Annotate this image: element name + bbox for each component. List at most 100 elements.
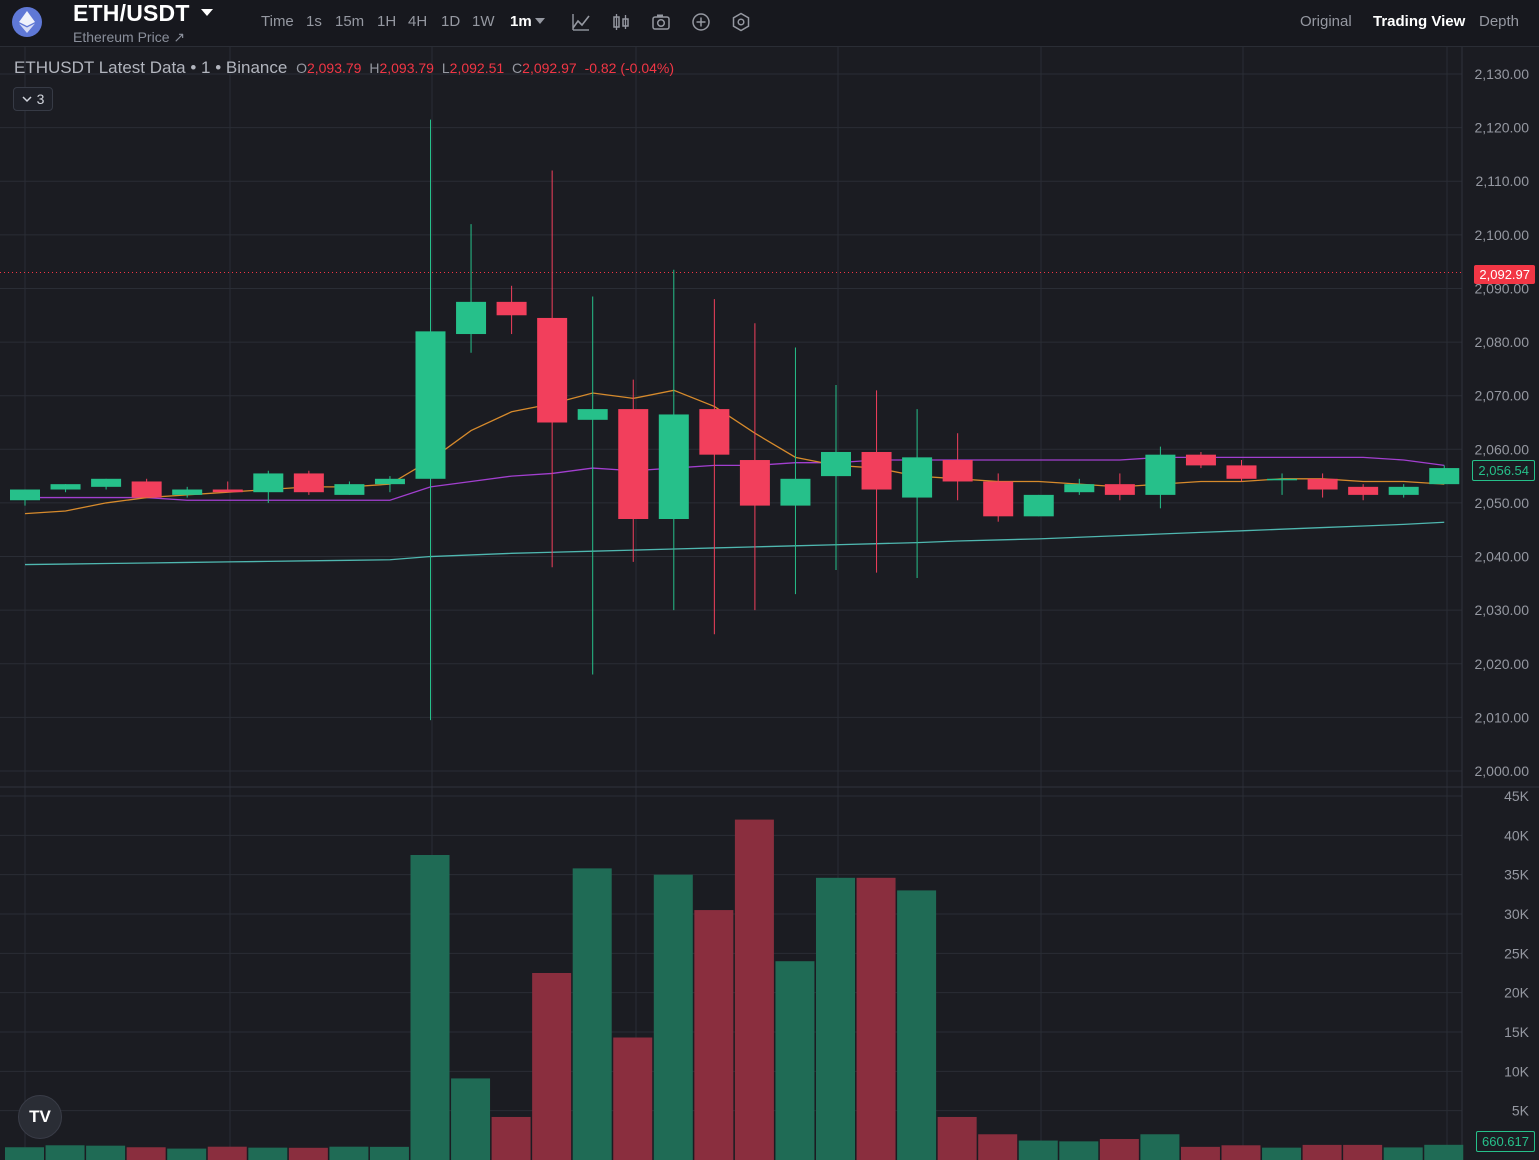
volume-bar <box>775 961 815 1160</box>
indicators-count: 3 <box>36 91 45 107</box>
candle-body <box>1185 454 1216 466</box>
price-axis-label: 2,110.00 <box>1476 173 1530 189</box>
timeframe-1h[interactable]: 1H <box>377 13 397 30</box>
chevron-down-icon <box>22 95 32 102</box>
candle-body <box>1348 486 1379 495</box>
volume-bar <box>86 1145 126 1160</box>
timeframe-dropdown-icon[interactable] <box>535 17 545 25</box>
volume-bar <box>572 868 612 1160</box>
volume-axis-label: 15K <box>1504 1024 1530 1040</box>
volume-axis-label: 40K <box>1504 827 1530 843</box>
volume-bar <box>1018 1140 1058 1160</box>
candle-body <box>496 301 527 316</box>
timeframe-1m[interactable]: 1m <box>510 13 532 30</box>
price-axis-label: 2,050.00 <box>1475 495 1530 511</box>
price-axis-label: 2,090.00 <box>1475 280 1530 296</box>
candle-body <box>1388 486 1419 495</box>
volume-axis-label: 5K <box>1512 1103 1530 1119</box>
price-axis-label: 2,100.00 <box>1475 227 1530 243</box>
price-axis-label: 2,070.00 <box>1475 388 1530 404</box>
timeframe-4h[interactable]: 4H <box>408 13 428 30</box>
volume-bar <box>45 1145 85 1160</box>
price-axis-label: 2,020.00 <box>1475 656 1530 672</box>
timeframe-1w[interactable]: 1W <box>472 13 495 30</box>
volume-bar <box>1383 1147 1423 1160</box>
top-bar: ETH/USDT Ethereum Price ↗ Time 1s 15m 1H… <box>0 0 1539 47</box>
candle-body <box>739 460 770 506</box>
volume-bar <box>1424 1144 1464 1160</box>
candle-body <box>293 473 324 493</box>
price-chart[interactable]: 2,130.00 2,120.00 2,110.00 2,100.00 2,090.00… <box>0 47 1539 1160</box>
candle-body <box>658 414 689 520</box>
candle-type-icon[interactable] <box>610 11 632 33</box>
camera-icon[interactable] <box>650 11 672 33</box>
candle-body <box>1104 484 1135 495</box>
volume-bar <box>329 1146 369 1160</box>
volume-axis-label: 10K <box>1504 1063 1530 1079</box>
tradingview-logo-icon[interactable]: TV <box>18 1095 62 1139</box>
price-axis-label: 2,130.00 <box>1475 66 1530 82</box>
legend-close: 2,092.97 <box>522 60 577 76</box>
volume-tag: 660.617 <box>1476 1131 1535 1152</box>
candle-body <box>415 331 446 479</box>
legend-title: ETHUSDT Latest Data • 1 • Binance <box>14 58 288 77</box>
volume-bar <box>1262 1147 1302 1160</box>
candle-body <box>253 473 284 493</box>
volume-bar <box>734 819 774 1160</box>
caret-down-icon[interactable] <box>201 9 213 16</box>
add-icon[interactable] <box>690 11 712 33</box>
candle-body <box>10 489 40 501</box>
pair-selector[interactable]: ETH/USDT <box>73 0 190 26</box>
price-axis-label: 2,030.00 <box>1475 602 1530 618</box>
volume-bar <box>1059 1141 1099 1160</box>
settings-icon[interactable] <box>730 11 752 33</box>
volume-bar <box>1140 1134 1180 1160</box>
chart-legend: ETHUSDT Latest Data • 1 • Binance O2,093… <box>14 58 674 78</box>
ma-price-tag: 2,056.54 <box>1472 460 1535 481</box>
candle-body <box>334 484 365 495</box>
view-tab-depth[interactable]: Depth <box>1479 13 1520 30</box>
candle-body <box>821 451 851 477</box>
volume-axis-label: 25K <box>1504 945 1530 961</box>
timeframe-time[interactable]: Time <box>261 13 294 30</box>
view-tab-original[interactable]: Original <box>1300 13 1352 30</box>
legend-high: 2,093.79 <box>379 60 434 76</box>
volume-bar <box>613 1037 653 1160</box>
volume-bar <box>126 1147 166 1160</box>
volume-axis-label: 35K <box>1504 867 1530 883</box>
candle-body <box>1267 478 1298 481</box>
timeframe-1s[interactable]: 1s <box>306 13 322 30</box>
indicators-toggle-button[interactable]: 3 <box>13 87 53 111</box>
volume-bar <box>532 973 572 1160</box>
candle-body <box>1145 454 1176 495</box>
view-tab-trading-view[interactable]: Trading View <box>1373 13 1466 30</box>
candle-body <box>1307 478 1338 490</box>
price-axis-label: 2,080.00 <box>1475 334 1530 350</box>
candle-body <box>618 409 649 520</box>
legend-high-label: H <box>369 60 380 76</box>
volume-bar <box>451 1078 491 1160</box>
legend-ohlc: O2,093.79 H2,093.79 L2,092.51 C2,092.97 … <box>296 60 674 76</box>
price-axis-label: 2,010.00 <box>1475 709 1530 725</box>
volume-bar <box>5 1147 44 1160</box>
volume-bar <box>167 1148 207 1160</box>
indicator-icon[interactable] <box>570 11 592 33</box>
legend-change: -0.82 (-0.04%) <box>584 60 675 76</box>
ethereum-logo-icon <box>12 7 42 37</box>
volume-bar <box>369 1146 409 1160</box>
volume-bar <box>694 910 734 1160</box>
last-price-tag: 2,092.97 <box>1474 265 1535 284</box>
timeframe-15m[interactable]: 15m <box>335 13 365 30</box>
volume-axis-label: 20K <box>1504 985 1530 1001</box>
volume-bar <box>816 877 855 1160</box>
candle-body <box>131 481 162 498</box>
legend-open: 2,093.79 <box>306 60 362 76</box>
price-axis-label: 2,120.00 <box>1475 120 1530 136</box>
volume-bar <box>1180 1146 1220 1160</box>
timeframe-1d[interactable]: 1D <box>441 13 461 30</box>
candle-body <box>1226 465 1257 479</box>
ethereum-price-link[interactable]: Ethereum Price ↗ <box>73 29 186 45</box>
volume-bar <box>1099 1138 1139 1160</box>
candle-body <box>50 484 81 490</box>
candle-body <box>374 478 405 485</box>
